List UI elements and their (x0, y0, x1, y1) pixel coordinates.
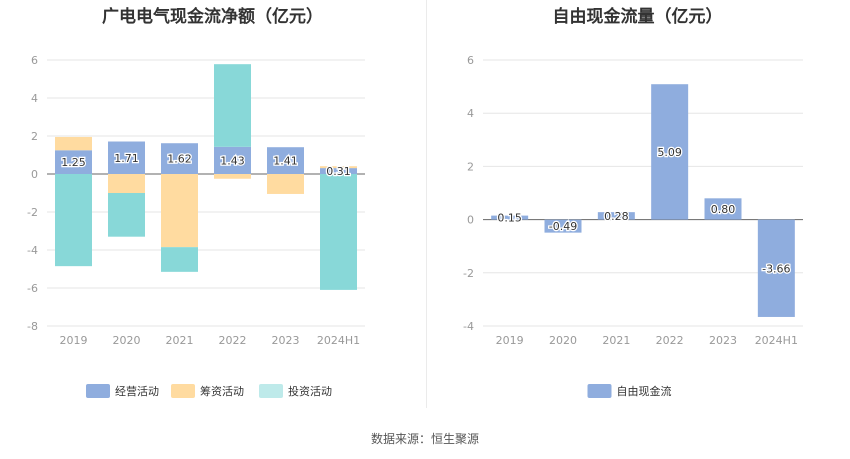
legend-label: 筹资活动 (200, 384, 244, 398)
x-tick-label: 2019 (496, 334, 524, 347)
data-label: 0.28 (604, 210, 629, 223)
y-tick-label: -4 (27, 244, 38, 257)
x-tick-label: 2023 (709, 334, 737, 347)
y-tick-label: 2 (467, 160, 474, 173)
x-tick-label: 2021 (602, 334, 630, 347)
chart-title-free-cashflow: 自由现金流量（亿元） (552, 7, 723, 27)
data-label: 1.62 (167, 153, 192, 166)
bar-1-2021 (161, 174, 198, 248)
legend-swatch (587, 384, 612, 398)
bar-1-2019 (55, 136, 92, 151)
x-tick-label: 2020 (549, 334, 577, 347)
bar-0-2019 (55, 150, 92, 174)
data-label: -0.49 (549, 220, 577, 233)
data-label: 0.80 (711, 203, 736, 216)
y-tick-label: 2 (31, 130, 38, 143)
data-label: 0.31 (326, 165, 351, 178)
y-tick-label: 6 (31, 54, 38, 67)
y-tick-label: -8 (27, 320, 38, 333)
bar-0-2022 (214, 146, 251, 174)
y-tick-label: -4 (463, 320, 474, 333)
y-tick-label: 4 (31, 92, 38, 105)
bar-0-2020 (108, 141, 145, 174)
y-tick-label: 0 (467, 214, 474, 227)
legend-label: 经营活动 (115, 384, 159, 398)
y-tick-label: 6 (467, 54, 474, 67)
bar-2-2022 (214, 64, 251, 147)
bar-1-2022 (214, 174, 251, 179)
x-tick-label: 2022 (656, 334, 684, 347)
cashflow-net-panel: 广电电气现金流净额（亿元） 6 4 2 0 -2 -4 -6 -8 2019 2020 2021 20… (0, 0, 425, 420)
bar-0-2020 (544, 219, 582, 233)
data-label: 1.43 (220, 154, 245, 167)
bar-2-2020 (108, 193, 145, 237)
bar-1-2020 (108, 174, 145, 193)
data-label: 1.25 (61, 156, 86, 169)
free-cashflow-chart: 6 4 2 0 -2 -4 2019 2020 2021 2022 2023 2024H1 0.15 -0… (463, 54, 803, 398)
bar-1-2024H1 (320, 166, 357, 169)
y-tick-label: 4 (467, 107, 474, 120)
y-tick-label: -2 (463, 267, 474, 280)
bar-0-2022 (651, 84, 689, 220)
legend-label: 自由现金流 (617, 384, 672, 398)
data-label: 1.71 (114, 152, 139, 165)
bar-0-2021 (597, 212, 635, 220)
free-cashflow-panel: 自由现金流量（亿元） 6 4 2 0 -2 -4 2019 2020 2021 2022 2023 2… (425, 0, 850, 420)
legend-swatch (259, 384, 283, 398)
cashflow-net-chart: 6 4 2 0 -2 -4 -6 -8 2019 2020 2021 2022 2023 2024H1 1.… (27, 54, 365, 398)
data-label: -3.66 (762, 262, 790, 275)
x-tick-label: 2022 (219, 334, 247, 347)
bar-0-2023 (704, 198, 742, 220)
bar-0-2024H1 (757, 219, 795, 317)
y-tick-label: -6 (27, 282, 38, 295)
y-tick-label: -2 (27, 206, 38, 219)
x-tick-label: 2024H1 (317, 334, 360, 347)
bar-0-2024H1 (320, 168, 357, 174)
data-label: 0.15 (497, 212, 522, 225)
data-label: 5.09 (657, 146, 682, 159)
bar-2-2021 (161, 247, 198, 272)
x-tick-label: 2019 (60, 334, 88, 347)
legend-swatch (86, 384, 110, 398)
bar-0-2019 (491, 215, 529, 220)
data-label: 1.41 (273, 155, 298, 168)
bar-0-2023 (267, 147, 304, 174)
bar-2-2019 (55, 174, 92, 267)
legend-swatch (171, 384, 195, 398)
bar-1-2023 (267, 174, 304, 194)
legend-label: 投资活动 (288, 384, 332, 398)
x-tick-label: 2023 (272, 334, 300, 347)
bar-0-2021 (161, 143, 198, 174)
x-tick-label: 2024H1 (755, 334, 798, 347)
y-tick-label: 0 (31, 168, 38, 181)
bar-2-2024H1 (320, 174, 357, 290)
panel-divider (426, 0, 427, 408)
x-tick-label: 2021 (166, 334, 194, 347)
chart-title-cashflow-net: 广电电气现金流净额（亿元） (102, 7, 323, 27)
x-tick-label: 2020 (113, 334, 141, 347)
data-source-note: 数据来源：恒生聚源 (370, 432, 479, 446)
